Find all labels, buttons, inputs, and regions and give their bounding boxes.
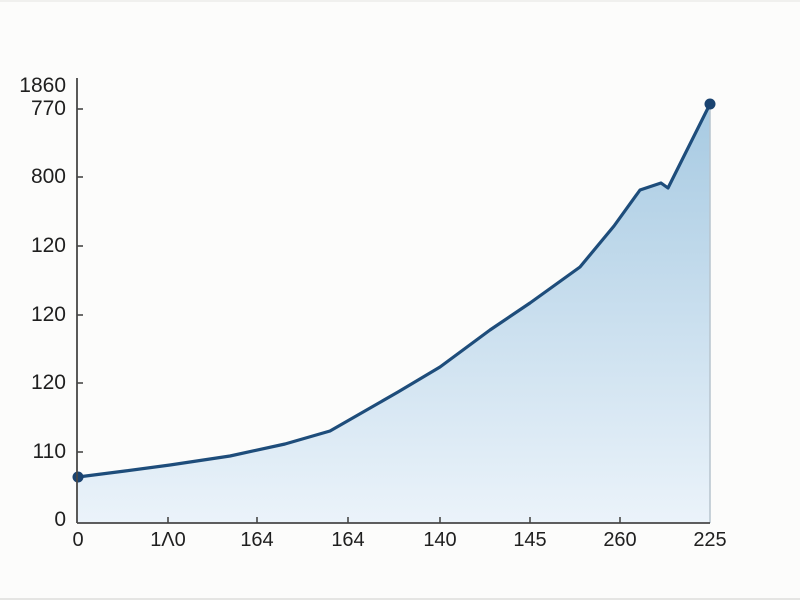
x-tick-label: 225 bbox=[693, 529, 727, 551]
x-tick-label: 260 bbox=[603, 529, 637, 551]
x-tick-label: 145 bbox=[513, 529, 547, 551]
data-point-marker bbox=[72, 471, 84, 483]
axes bbox=[76, 78, 710, 524]
x-tick-label: 164 bbox=[240, 529, 274, 551]
y-tick-label: 110 bbox=[32, 440, 66, 463]
data-point-marker bbox=[704, 98, 716, 110]
x-tick-label: 0 bbox=[72, 529, 84, 551]
trend-line bbox=[76, 102, 712, 479]
y-tick-label: 1860 bbox=[19, 74, 66, 97]
y-tick-label: 120 bbox=[30, 371, 66, 394]
y-tick-label: 770 bbox=[30, 97, 66, 120]
x-tick-label: 1Λ0 bbox=[150, 529, 186, 551]
y-tick-label: 120 bbox=[30, 234, 66, 257]
axis-ticks bbox=[77, 108, 621, 523]
bottom-edge-shading bbox=[0, 598, 800, 600]
y-tick-label: 120 bbox=[30, 303, 66, 326]
x-tick-label: 140 bbox=[423, 529, 457, 551]
y-tick-label: 800 bbox=[30, 165, 66, 188]
top-edge-shading bbox=[0, 0, 800, 2]
data-point-markers bbox=[72, 98, 716, 483]
area-fill bbox=[78, 104, 710, 523]
x-tick-label: 164 bbox=[331, 529, 365, 551]
y-tick-label: 0 bbox=[54, 508, 66, 531]
